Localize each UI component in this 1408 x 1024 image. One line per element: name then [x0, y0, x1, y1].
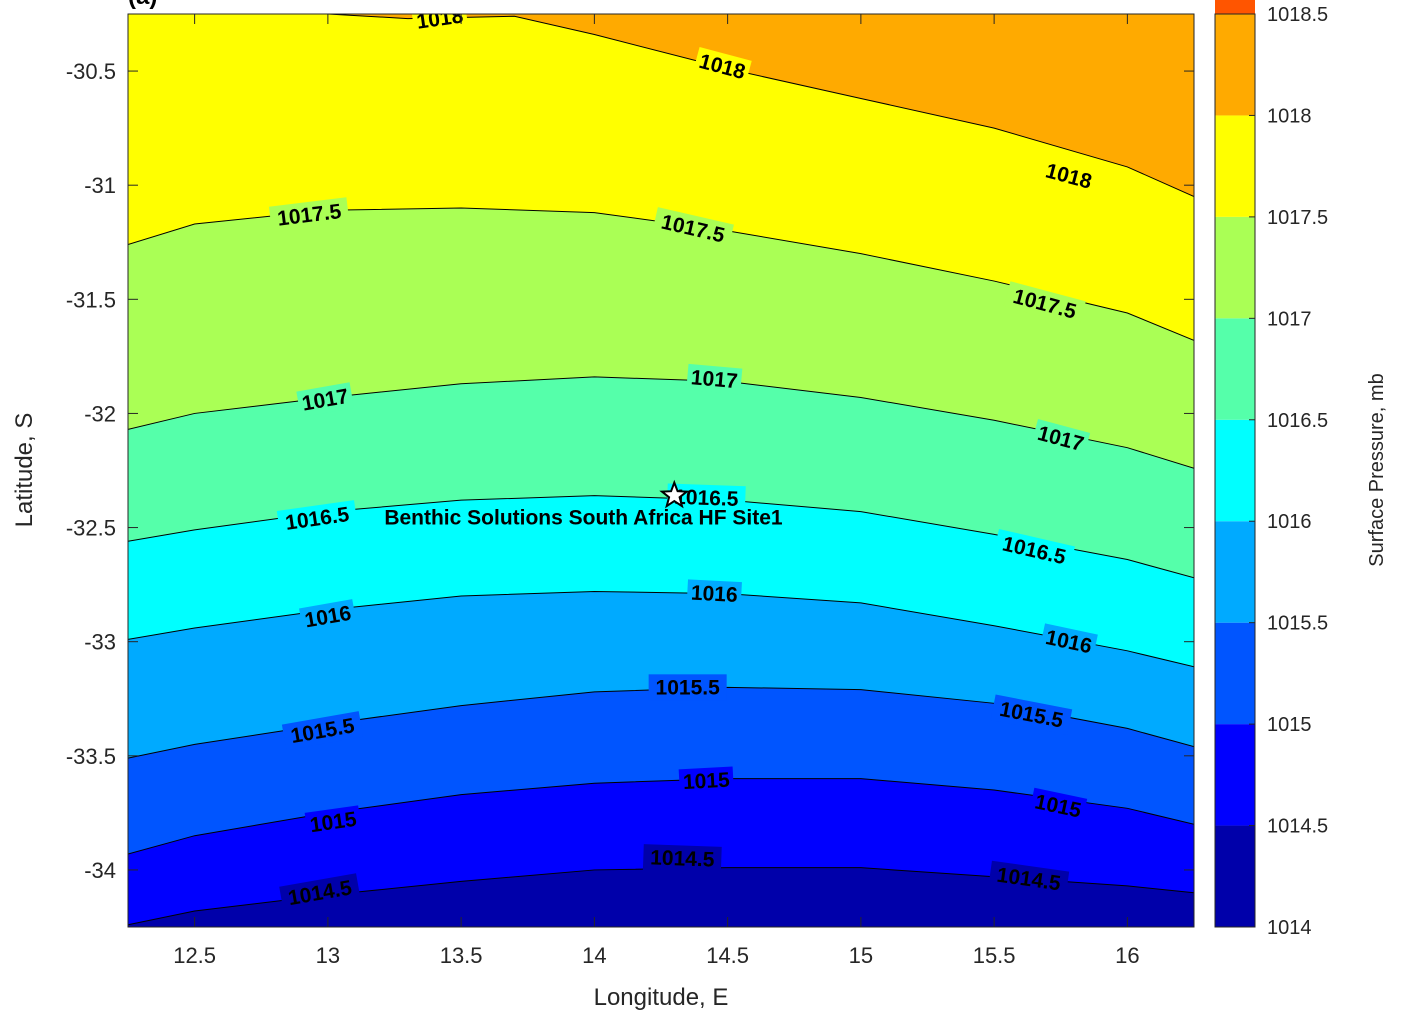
colorbar-tick-label: 1014.5	[1267, 816, 1328, 838]
colorbar-tick-label: 1014	[1267, 917, 1312, 939]
contour-label-gap	[1039, 623, 1098, 661]
x-axis-title: Longitude, E	[594, 984, 729, 1011]
contour-label-group: 1016	[299, 599, 357, 635]
colorbar-tick-label: 1017	[1267, 308, 1312, 330]
contour-label-gap	[686, 363, 743, 395]
contour-label-group: 1018	[411, 4, 469, 36]
colorbar	[1215, 0, 1255, 927]
site-label: Benthic Solutions South Africa HF Site1	[384, 507, 783, 530]
colorbar-tick-label: 1015	[1267, 714, 1312, 736]
x-tick-label: 14	[582, 943, 606, 968]
contour-label-group: 1015.5	[648, 674, 727, 701]
colorbar-swatch	[1215, 825, 1255, 927]
contour-label-gap	[988, 860, 1070, 898]
x-tick-label: 14.5	[706, 943, 749, 968]
contour-label: 1017	[690, 366, 739, 393]
colorbar-swatch	[1215, 14, 1255, 116]
colorbar-tick-label: 1015.5	[1267, 613, 1328, 635]
colorbar-swatch	[1215, 318, 1255, 420]
contour-label-gap	[296, 382, 355, 418]
contour-label-gap	[304, 805, 362, 839]
contour-label-gap	[268, 197, 350, 233]
colorbar-swatch	[1215, 521, 1255, 623]
plot-frame	[127, 13, 1195, 928]
x-tick-label: 15.5	[973, 943, 1016, 968]
contour-label-group: 1014.5	[642, 844, 722, 873]
contour-label-gap	[1003, 281, 1086, 327]
colorbar-tick-label: 1018.5	[1267, 4, 1328, 26]
contour-label-gap	[652, 207, 734, 250]
contour-label-gap	[686, 579, 742, 609]
contour-label-gap	[279, 873, 361, 913]
colorbar-swatch	[1215, 0, 1255, 14]
y-tick-label: -30.5	[66, 59, 116, 84]
y-tick-label: -31.5	[66, 287, 116, 312]
panel-label: (a)	[128, 0, 157, 10]
contour-label-gap	[648, 674, 727, 701]
x-tick-label: 15	[849, 943, 873, 968]
colorbar-tick-label: 1017.5	[1267, 207, 1328, 229]
colorbar-tick-label: 1018	[1267, 105, 1312, 127]
contour-label-gap	[990, 694, 1073, 735]
contour-label-gap	[281, 711, 364, 751]
contour-label-gap	[1031, 418, 1091, 459]
colorbar-swatch	[1215, 115, 1255, 217]
site-group: Benthic Solutions South Africa HF Site1	[384, 479, 783, 530]
band-above-1018	[307, 14, 1194, 197]
contour-label: 1016	[690, 582, 738, 607]
contour-label-gap	[993, 528, 1076, 572]
contour-label-gap	[411, 14, 469, 36]
colorbar-ticks: 1014 1014.5 1015 1015.5 1016 1016.5 1017 1017.5…	[1249, 4, 1328, 939]
contour-label-group: 1017.5	[268, 197, 350, 233]
y-tick-label: -34	[84, 858, 116, 883]
y-tick-label: -31	[84, 173, 116, 198]
colorbar-swatch	[1215, 216, 1255, 319]
colorbar-tick-label: 1016	[1267, 511, 1312, 533]
colorbar-title: Surface Pressure, mb	[1366, 373, 1388, 566]
contour-label-gap	[1039, 156, 1099, 196]
contour-label-group: 1014.5	[988, 860, 1070, 898]
contour-label-gap	[299, 599, 357, 635]
contour-label-gap	[1028, 787, 1088, 825]
contour-label: 1015	[682, 769, 730, 794]
colorbar-swatch	[1215, 724, 1255, 826]
x-tick-label: 12.5	[173, 943, 216, 968]
x-tick-label: 16	[1115, 943, 1139, 968]
x-tick-label: 13.5	[440, 943, 483, 968]
y-tick-label: -33.5	[66, 744, 116, 769]
contour-label: 1015.5	[656, 676, 721, 699]
colorbar-swatch	[1215, 419, 1255, 522]
y-axis-title: Latitude, S	[11, 413, 38, 528]
site-marker-star-icon[interactable]	[659, 479, 690, 509]
colorbar-swatch	[1215, 622, 1255, 725]
contour-label-group: 1017	[686, 363, 743, 395]
y-tick-label: -33	[84, 630, 116, 655]
colorbar-tick-label: 1016.5	[1267, 410, 1328, 432]
contour-fills	[128, 14, 1194, 927]
contour-label-gap	[276, 500, 358, 537]
contour-label-group: 1015	[304, 805, 362, 839]
contour-label-gap	[678, 766, 734, 796]
x-tick-label: 13	[316, 943, 340, 968]
contour-label-gap	[642, 844, 722, 873]
contour-label-gap	[692, 46, 752, 87]
y-axis: -34 -33.5 -33 -32.5 -32 -31.5 -31 -30.5	[66, 59, 1194, 883]
x-axis: 12.5 13 13.5 14 14.5 15 15.5 16	[173, 14, 1140, 968]
contour-label: 1018	[415, 4, 465, 33]
colorbar-frame	[1214, 13, 1256, 928]
contour-label-group: 1015	[678, 766, 734, 796]
y-tick-label: -32	[84, 401, 116, 426]
contour-label-group: 1016	[686, 579, 742, 609]
contour-label: 1016.5	[674, 486, 739, 511]
contour-label-group: 1017.5	[652, 207, 734, 250]
y-tick-label: -32.5	[66, 516, 116, 541]
contour-label: 1014.5	[650, 846, 715, 871]
